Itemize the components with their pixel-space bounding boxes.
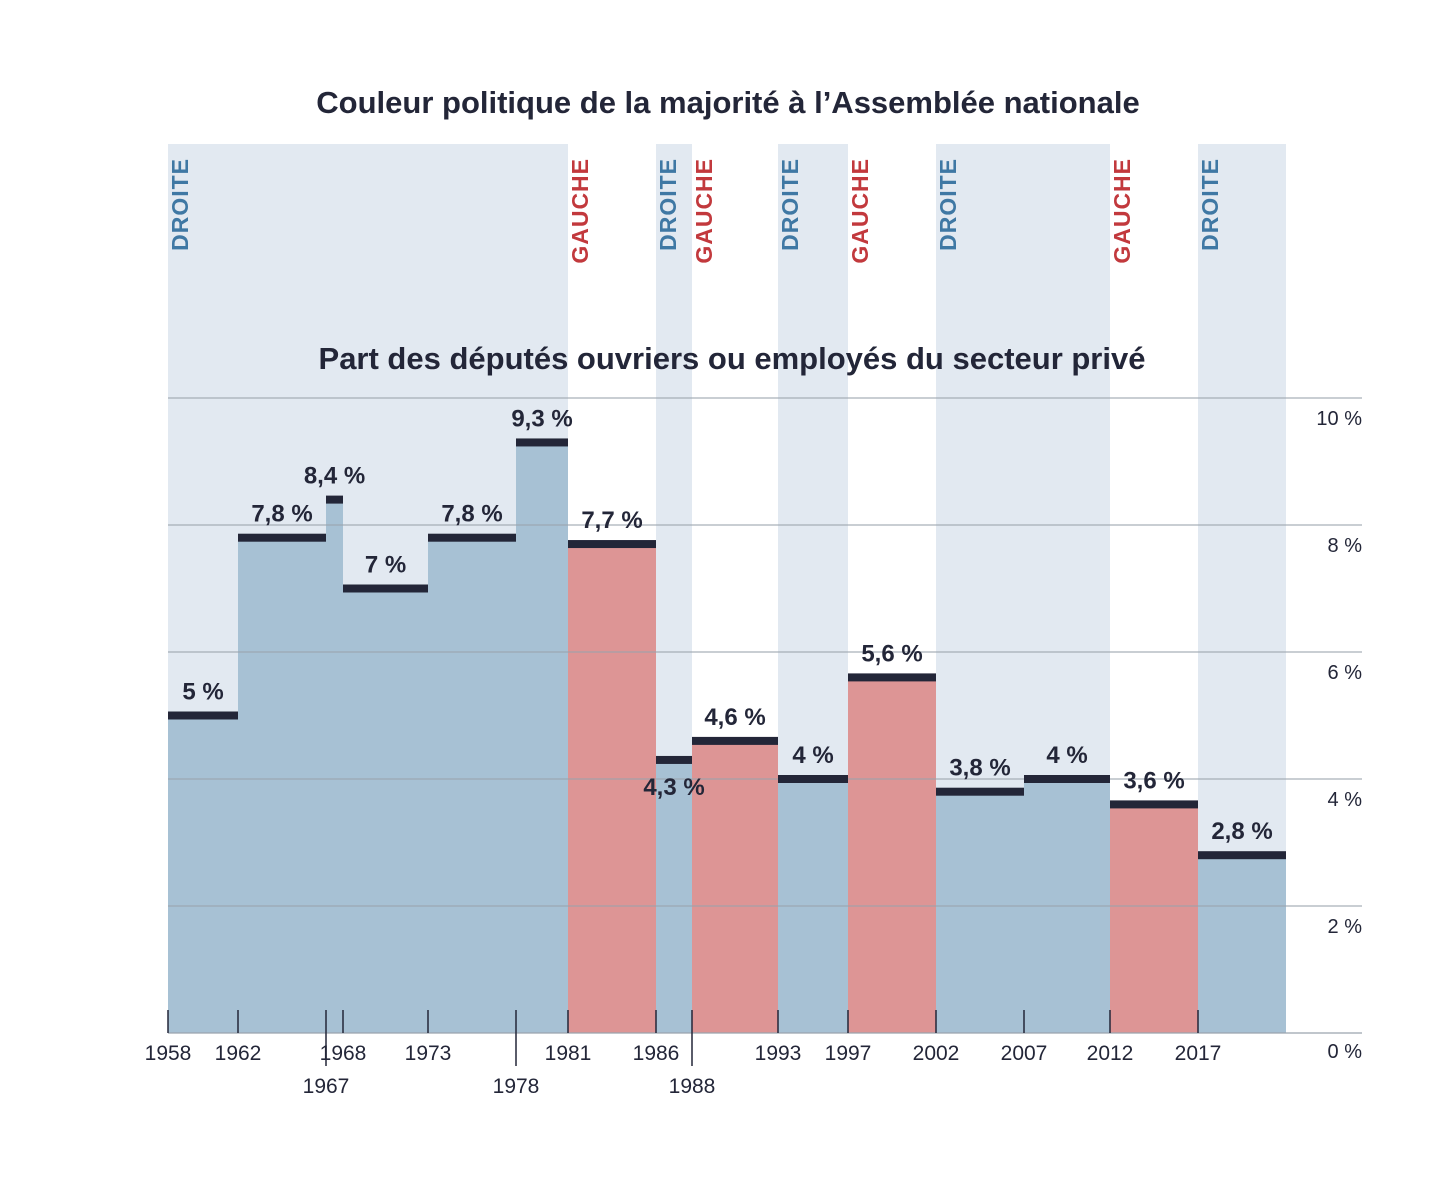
level-lines — [168, 438, 1286, 860]
level-line-1997 — [848, 673, 936, 682]
value-label: 4 % — [1046, 742, 1087, 769]
majority-label-droite: DROITE — [935, 158, 961, 251]
majority-label-gauche: GAUCHE — [567, 158, 593, 264]
value-label: 4,6 % — [704, 704, 765, 731]
bar-1973 — [428, 537, 516, 1033]
value-label: 7 % — [365, 552, 406, 579]
x-tick-label: 1962 — [215, 1042, 262, 1065]
bar-1997 — [848, 677, 936, 1033]
bar-1981 — [568, 544, 656, 1033]
y-tick-label: 10 % — [1316, 408, 1362, 430]
level-line-2017 — [1198, 851, 1286, 860]
value-label: 5 % — [182, 679, 223, 706]
value-label: 3,6 % — [1123, 767, 1184, 794]
y-tick-label: 0 % — [1328, 1041, 1363, 1063]
x-tick-label: 1968 — [320, 1042, 367, 1065]
y-tick-label: 2 % — [1328, 916, 1363, 938]
level-line-1967 — [326, 495, 343, 504]
level-line-1968 — [343, 584, 428, 593]
chart-title: Couleur politique de la majorité à l’Ass… — [316, 85, 1139, 120]
bar-2012 — [1110, 804, 1198, 1033]
bar-1988 — [692, 740, 778, 1033]
x-tick-label: 2017 — [1175, 1042, 1222, 1065]
bar-1967 — [326, 499, 343, 1034]
y-axis: 0 % 2 % 4 % 6 % 8 % 10 % — [1316, 408, 1362, 1063]
value-label: 9,3 % — [511, 405, 572, 432]
level-line-1981 — [568, 540, 656, 549]
x-tick-label: 1997 — [825, 1042, 872, 1065]
bar-1962 — [238, 537, 326, 1033]
y-tick-label: 8 % — [1328, 535, 1363, 557]
x-tick-label: 2002 — [913, 1042, 960, 1065]
majority-label-droite: DROITE — [167, 158, 193, 251]
chart-subtitle: Part des députés ouvriers ou employés du… — [319, 341, 1146, 376]
value-label: 8,4 % — [304, 463, 365, 490]
level-line-2007 — [1024, 775, 1110, 783]
majority-label-gauche: GAUCHE — [691, 158, 717, 264]
level-line-1958 — [168, 711, 238, 720]
x-tick-label: 1993 — [755, 1042, 802, 1065]
gridlines — [168, 397, 1362, 1034]
level-line-2002 — [936, 787, 1024, 796]
x-tick-label: 1973 — [405, 1042, 452, 1065]
level-line-1988 — [692, 736, 778, 745]
majority-label-droite: DROITE — [777, 158, 803, 251]
level-line-1962 — [238, 533, 326, 542]
level-line-2012 — [1110, 800, 1198, 809]
bar-1978 — [516, 442, 568, 1033]
value-label: 7,8 % — [441, 501, 502, 528]
y-tick-label: 4 % — [1328, 789, 1363, 811]
bar-2017 — [1198, 855, 1286, 1033]
x-tick-label: 1978 — [493, 1075, 540, 1098]
bar-1986 — [656, 759, 692, 1033]
y-tick-label: 6 % — [1328, 662, 1363, 684]
x-tick-label: 1981 — [545, 1042, 592, 1065]
majority-label-droite: DROITE — [655, 158, 681, 251]
majority-label-gauche: GAUCHE — [847, 158, 873, 264]
value-label: 4,3 % — [643, 774, 704, 801]
value-label: 4 % — [792, 742, 833, 769]
level-line-1993 — [778, 775, 848, 783]
bar-1968 — [343, 588, 428, 1033]
x-tick-label: 1958 — [145, 1042, 192, 1065]
value-label: 3,8 % — [949, 755, 1010, 782]
bar-1958 — [168, 715, 238, 1033]
x-tick-label: 1988 — [669, 1075, 716, 1098]
level-line-1973 — [428, 533, 516, 542]
value-labels: 5 % 7,8 % 8,4 % 7 % 7,8 % 9,3 % 7,7 % 4,3 % 4,6 … — [182, 405, 1272, 845]
value-label: 5,6 % — [861, 640, 922, 667]
value-label: 7,8 % — [251, 501, 312, 528]
majority-labels: DROITE GAUCHE DROITE GAUCHE DROITE GAUCHE DROI… — [167, 158, 1223, 264]
x-tick-label: 2007 — [1001, 1042, 1048, 1065]
value-label: 2,8 % — [1211, 818, 1272, 845]
bar-2002 — [936, 791, 1024, 1033]
majority-label-gauche: GAUCHE — [1109, 158, 1135, 264]
level-line-1978 — [516, 438, 568, 447]
level-line-1986 — [656, 755, 692, 764]
x-tick-label: 1967 — [303, 1075, 350, 1098]
x-tick-label: 2012 — [1087, 1042, 1134, 1065]
value-label: 7,7 % — [581, 507, 642, 534]
x-tick-label: 1986 — [633, 1042, 680, 1065]
majority-label-droite: DROITE — [1197, 158, 1223, 251]
